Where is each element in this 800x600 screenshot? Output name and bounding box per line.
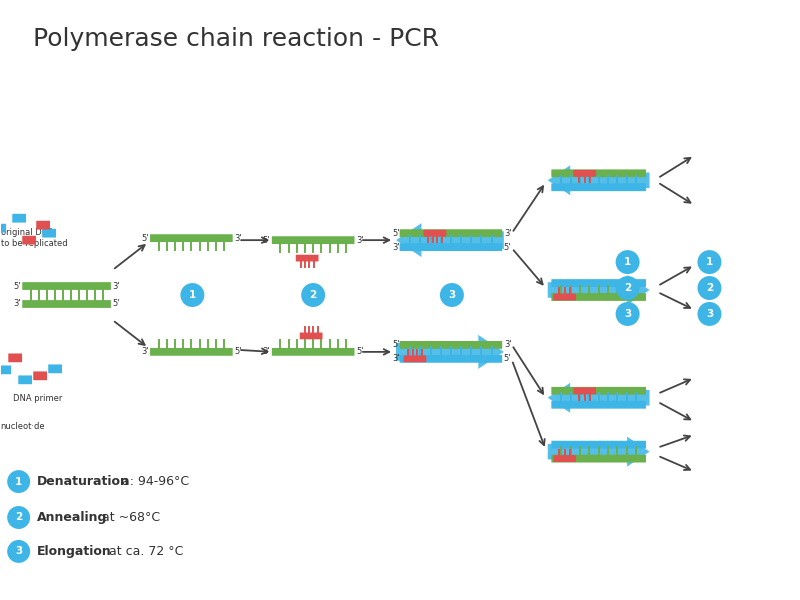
Text: 3': 3' [356,236,364,245]
FancyBboxPatch shape [0,224,6,233]
Text: 3': 3' [113,281,120,290]
Text: 5': 5' [393,229,400,238]
FancyBboxPatch shape [48,364,62,373]
Circle shape [698,302,722,326]
Circle shape [616,276,639,300]
Text: 3': 3' [504,229,511,238]
Polygon shape [396,223,504,257]
Text: 1: 1 [624,257,631,267]
FancyBboxPatch shape [400,243,502,251]
Text: 3': 3' [392,242,400,251]
Text: nucleot·de: nucleot·de [1,422,46,431]
Text: at ca. 72 °C: at ca. 72 °C [105,545,183,558]
Text: 5': 5' [504,242,511,251]
FancyBboxPatch shape [22,282,111,290]
Text: 5': 5' [356,347,363,356]
FancyBboxPatch shape [400,229,502,237]
FancyBboxPatch shape [12,214,26,223]
FancyBboxPatch shape [554,293,576,301]
FancyBboxPatch shape [272,236,354,244]
FancyBboxPatch shape [400,355,502,363]
Polygon shape [396,335,504,369]
FancyBboxPatch shape [551,279,646,287]
FancyBboxPatch shape [22,236,36,245]
FancyBboxPatch shape [150,234,233,242]
FancyBboxPatch shape [551,455,646,463]
Text: 2: 2 [310,290,317,300]
FancyBboxPatch shape [42,229,56,238]
FancyBboxPatch shape [0,365,11,374]
FancyBboxPatch shape [551,293,646,301]
FancyBboxPatch shape [574,388,596,394]
FancyBboxPatch shape [551,169,646,177]
Text: 3': 3' [392,355,400,364]
Text: 3': 3' [262,347,270,356]
FancyBboxPatch shape [18,376,32,384]
Circle shape [698,250,722,274]
FancyBboxPatch shape [423,230,446,236]
Text: DNA primer: DNA primer [13,394,62,403]
FancyBboxPatch shape [272,348,354,356]
Text: 2: 2 [15,512,22,523]
Text: 5': 5' [234,347,242,356]
Polygon shape [548,383,650,413]
Circle shape [698,276,722,300]
Text: 3': 3' [234,233,242,242]
FancyBboxPatch shape [403,355,426,362]
Circle shape [616,302,639,326]
Polygon shape [548,275,650,305]
Circle shape [440,283,464,307]
Text: 2: 2 [624,283,631,293]
Text: 1: 1 [706,257,713,267]
Circle shape [7,540,30,563]
FancyBboxPatch shape [300,332,322,340]
Text: 5': 5' [393,340,400,349]
FancyBboxPatch shape [400,341,502,349]
FancyBboxPatch shape [551,401,646,409]
Circle shape [7,506,30,529]
Text: a: 94-96°C: a: 94-96°C [118,475,190,488]
Text: 5': 5' [13,281,21,290]
Circle shape [301,283,325,307]
Circle shape [180,283,204,307]
Text: 3': 3' [504,340,511,349]
FancyBboxPatch shape [574,170,596,176]
Circle shape [616,250,639,274]
Text: 3: 3 [624,309,631,319]
Text: Elongation: Elongation [37,545,111,558]
Text: 2: 2 [706,283,713,293]
FancyBboxPatch shape [551,184,646,191]
Text: at ~68°C: at ~68°C [98,511,160,524]
Text: 3: 3 [448,290,455,300]
FancyBboxPatch shape [34,371,47,380]
Text: 3: 3 [706,309,713,319]
FancyBboxPatch shape [296,255,318,262]
Text: 5': 5' [113,299,120,308]
Text: 5': 5' [262,236,270,245]
Text: Annealing: Annealing [37,511,107,524]
Polygon shape [548,166,650,195]
Polygon shape [548,437,650,467]
Text: 3': 3' [13,299,21,308]
FancyBboxPatch shape [8,353,22,362]
FancyBboxPatch shape [36,221,50,230]
Text: 5': 5' [141,233,149,242]
Text: Polymerase chain reaction - PCR: Polymerase chain reaction - PCR [33,26,438,50]
FancyBboxPatch shape [551,441,646,449]
Text: 3: 3 [15,547,22,556]
Text: Denaturation: Denaturation [37,475,130,488]
Text: 3': 3' [141,347,149,356]
Circle shape [7,470,30,493]
FancyBboxPatch shape [150,348,233,356]
FancyBboxPatch shape [22,300,111,308]
Text: original DNA
to be replicated: original DNA to be replicated [1,228,67,248]
Text: 1: 1 [15,476,22,487]
Text: 5': 5' [504,355,511,364]
FancyBboxPatch shape [551,387,646,395]
Text: 1: 1 [189,290,196,300]
FancyBboxPatch shape [554,455,576,462]
